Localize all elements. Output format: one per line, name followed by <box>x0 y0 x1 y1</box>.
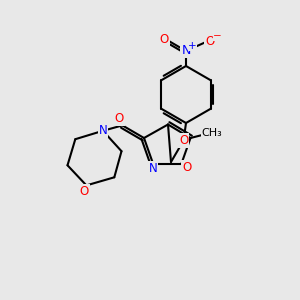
Text: N: N <box>148 162 158 176</box>
Text: O: O <box>179 134 188 147</box>
Text: O: O <box>80 185 88 198</box>
Text: −: − <box>213 31 222 41</box>
Text: N: N <box>98 124 107 137</box>
Text: +: + <box>188 40 197 51</box>
Text: O: O <box>115 112 124 125</box>
Text: O: O <box>206 34 214 48</box>
Text: CH₃: CH₃ <box>202 128 223 138</box>
Text: O: O <box>160 33 169 46</box>
Text: N: N <box>181 44 191 58</box>
Text: O: O <box>182 160 191 174</box>
